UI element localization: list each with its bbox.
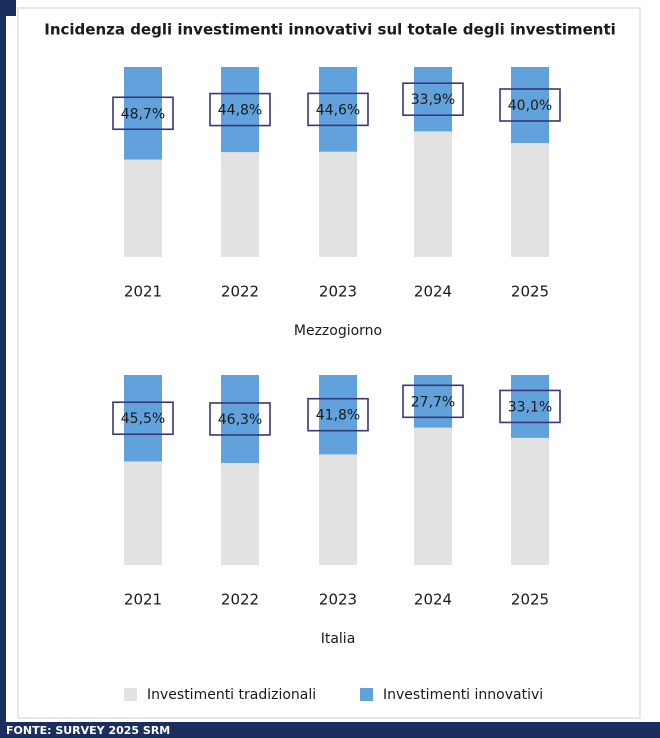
bar-segment	[414, 67, 452, 132]
footer-bar	[0, 722, 660, 738]
label-box	[402, 384, 464, 419]
data-label: 44,8%	[218, 103, 262, 119]
bar-segment	[221, 67, 259, 153]
data-label: 40,0%	[508, 98, 552, 114]
data-label: 48,7%	[121, 106, 165, 122]
bar-segment	[221, 375, 259, 463]
bar-segment	[414, 427, 452, 565]
bar-segment	[319, 151, 357, 257]
bar-segment	[511, 67, 549, 143]
legend-label: Investimenti innovativi	[383, 687, 543, 703]
x-axis-label: Mezzogiorno	[294, 323, 382, 339]
label-box	[307, 397, 369, 432]
bar-segment	[319, 454, 357, 565]
bar-segment	[511, 375, 549, 438]
bar-segment	[124, 159, 162, 257]
bar-segment	[319, 375, 357, 455]
data-label: 45,5%	[121, 411, 165, 427]
x-tick-label: 2021	[124, 283, 162, 301]
legend-swatch	[124, 688, 137, 701]
label-box	[209, 402, 271, 436]
x-tick-label: 2025	[511, 591, 549, 609]
legend-swatch	[360, 688, 373, 701]
bar-segment	[124, 67, 162, 160]
data-label: 27,7%	[411, 394, 455, 410]
x-tick-label: 2024	[414, 591, 452, 609]
x-tick-label: 2023	[319, 591, 357, 609]
bar-segment	[414, 375, 452, 428]
data-label: 33,9%	[411, 92, 455, 108]
x-tick-label: 2022	[221, 591, 259, 609]
label-box	[112, 96, 174, 131]
bar-segment	[221, 152, 259, 257]
x-tick-label: 2022	[221, 283, 259, 301]
bar-segment	[511, 437, 549, 565]
label-box	[499, 88, 561, 122]
x-tick-label: 2025	[511, 283, 549, 301]
legend-label: Investimenti tradizionali	[147, 687, 316, 703]
label-box	[499, 389, 561, 424]
label-box	[209, 92, 271, 127]
x-tick-label: 2023	[319, 283, 357, 301]
bar-segment	[319, 67, 357, 152]
data-label: 46,3%	[218, 412, 262, 428]
label-box	[112, 401, 174, 436]
bar-segment	[511, 143, 549, 257]
left-border	[0, 0, 6, 738]
bar-segment	[221, 462, 259, 565]
bar-segment	[124, 461, 162, 565]
bar-segment	[414, 131, 452, 257]
chart-title: Incidenza degli investimenti innovativi …	[44, 21, 616, 39]
x-tick-label: 2024	[414, 283, 452, 301]
source: FONTE: SURVEY 2025 SRM	[6, 724, 170, 737]
label-box	[307, 92, 369, 127]
data-label: 33,1%	[508, 399, 552, 415]
label-box	[402, 82, 464, 117]
bar-segment	[124, 375, 162, 462]
data-label: 41,8%	[316, 408, 360, 424]
data-label: 44,6%	[316, 102, 360, 118]
corner-mark	[0, 0, 16, 16]
frame	[17, 7, 641, 719]
x-tick-label: 2021	[124, 591, 162, 609]
x-axis-label: Italia	[321, 631, 356, 647]
